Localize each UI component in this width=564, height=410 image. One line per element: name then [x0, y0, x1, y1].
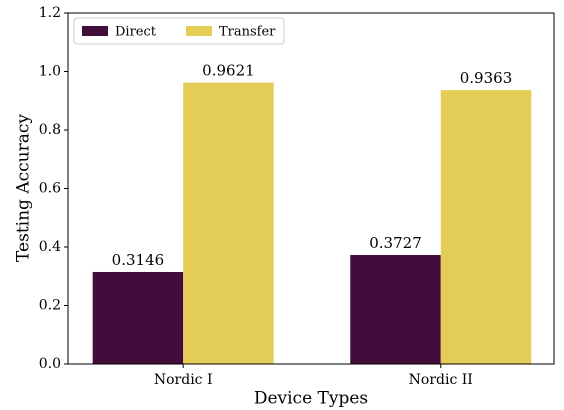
legend-label: Direct	[115, 25, 157, 40]
bar	[440, 90, 532, 364]
value-label: 0.9363	[460, 69, 513, 87]
y-tick-label: 0.4	[39, 239, 61, 255]
x-axis-label: Device Types	[254, 389, 368, 409]
value-label: 0.3146	[112, 251, 165, 269]
x-tick-label: Nordic I	[154, 372, 213, 388]
bar	[92, 271, 184, 364]
legend-swatch	[186, 26, 212, 36]
legend-swatch	[82, 26, 108, 36]
value-label: 0.9621	[202, 62, 255, 80]
plot-frame	[67, 12, 555, 365]
y-tick-label: 1.2	[39, 5, 61, 21]
legend-label: Transfer	[219, 25, 276, 40]
bar	[183, 82, 274, 364]
y-axis-label: Testing Accuracy	[14, 114, 34, 262]
x-tick-label: Nordic II	[409, 372, 473, 388]
legend-box	[73, 17, 285, 45]
y-tick-label: 0.0	[39, 356, 61, 372]
y-tick-label: 1.0	[39, 64, 61, 80]
y-tick-label: 0.8	[39, 122, 61, 138]
bar	[350, 254, 441, 364]
y-tick-label: 0.2	[39, 298, 61, 314]
value-label: 0.3727	[369, 234, 422, 252]
y-tick-label: 0.6	[39, 181, 61, 197]
